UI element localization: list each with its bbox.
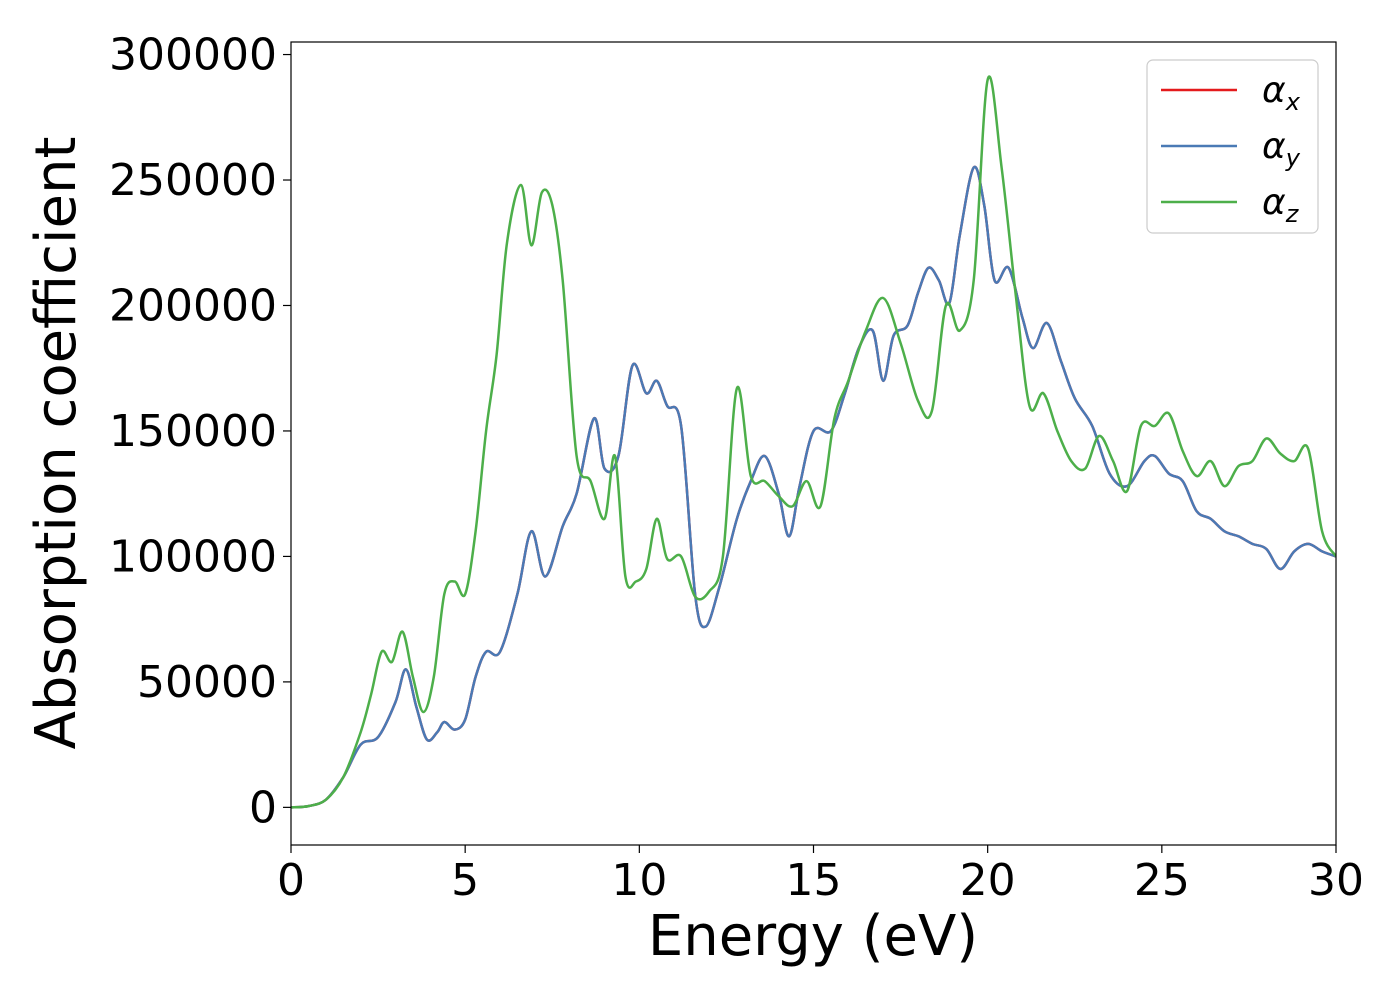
- series-line-z: [291, 75, 1336, 809]
- x-tick-label: 15: [786, 855, 842, 906]
- x-axis-title: Energy (eV): [648, 904, 978, 969]
- series-line-x: [291, 165, 1336, 809]
- y-tick-label: 200000: [109, 280, 277, 331]
- y-tick-label: 50000: [137, 657, 277, 708]
- x-tick-label: 10: [611, 855, 667, 906]
- x-tick-label: 25: [1134, 855, 1190, 906]
- y-axis: 0 50000 100000 150000 200000 250000 300000: [109, 30, 291, 833]
- x-tick-label: 30: [1308, 855, 1364, 906]
- x-tick-label: 20: [960, 855, 1016, 906]
- y-tick-label: 300000: [109, 30, 277, 81]
- x-axis: 0 5 10 15 20 25 30: [277, 845, 1364, 906]
- y-tick-label: 0: [249, 782, 277, 833]
- y-tick-label: 150000: [109, 406, 277, 457]
- x-tick-label: 0: [277, 855, 305, 906]
- y-tick-label: 100000: [109, 531, 277, 582]
- y-axis-title: Absorption coefficient: [24, 137, 89, 750]
- series-line-y: [291, 165, 1336, 809]
- x-tick-label: 5: [451, 855, 479, 906]
- legend-label-z: αz: [1262, 182, 1300, 228]
- y-tick-label: 250000: [109, 155, 277, 206]
- series-layer: [291, 75, 1336, 809]
